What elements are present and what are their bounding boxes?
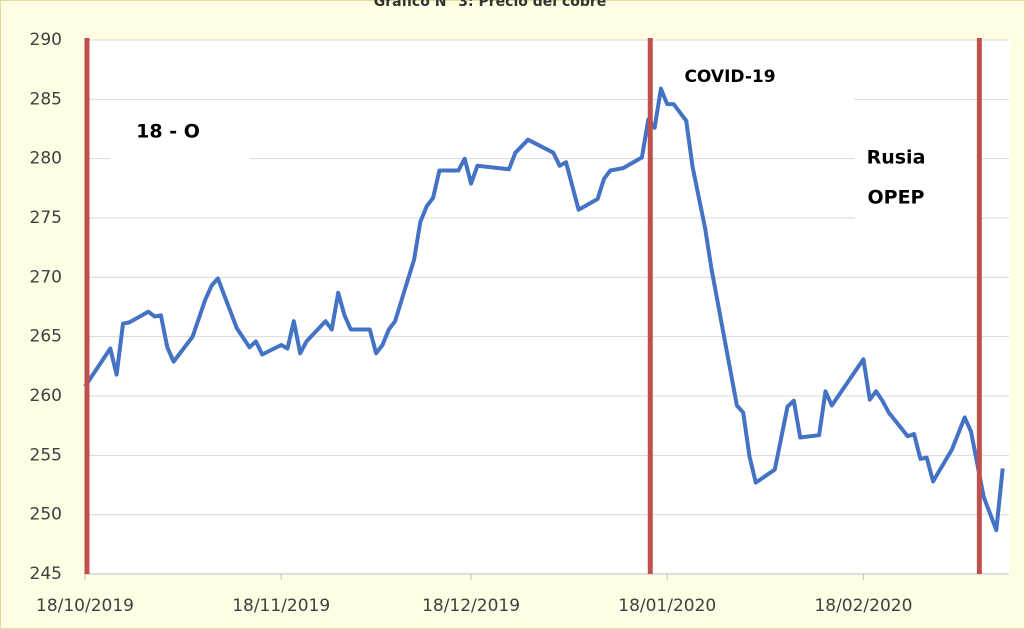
- annotation-box: [662, 55, 854, 100]
- price-line: [83, 86, 1005, 533]
- y-tick-label: 245: [30, 564, 62, 584]
- x-tick-label: 18/02/2020: [814, 596, 912, 616]
- annotation: COVID-19: [684, 67, 775, 87]
- y-tick-label: 285: [30, 89, 62, 109]
- x-tick-label: 18/11/2019: [232, 596, 330, 616]
- annotation: Rusia: [867, 147, 926, 169]
- x-tick-label: 18/01/2020: [618, 596, 716, 616]
- y-tick-label: 260: [30, 386, 62, 406]
- x-tick-label: 18/12/2019: [422, 596, 520, 616]
- y-tick-label: 250: [30, 505, 62, 525]
- y-tick-label: 270: [30, 267, 62, 287]
- grid: [84, 39, 1009, 580]
- x-tick-label: 18/10/2019: [36, 596, 134, 616]
- annotation: OPEP: [868, 187, 925, 209]
- y-tick-label: 290: [30, 30, 62, 50]
- annotation: 18 - O: [136, 121, 200, 143]
- annotation-boxes: [110, 55, 977, 230]
- marks: [83, 38, 1005, 574]
- annotation-box: [110, 100, 250, 160]
- y-tick-label: 255: [30, 445, 62, 465]
- y-tick-label: 265: [30, 327, 62, 347]
- annotation-box: [855, 130, 977, 230]
- y-tick-label: 280: [30, 149, 62, 169]
- chart-title: Gráfico N° 3: Precio del cobre: [374, 0, 607, 10]
- y-tick-label: 275: [30, 208, 62, 228]
